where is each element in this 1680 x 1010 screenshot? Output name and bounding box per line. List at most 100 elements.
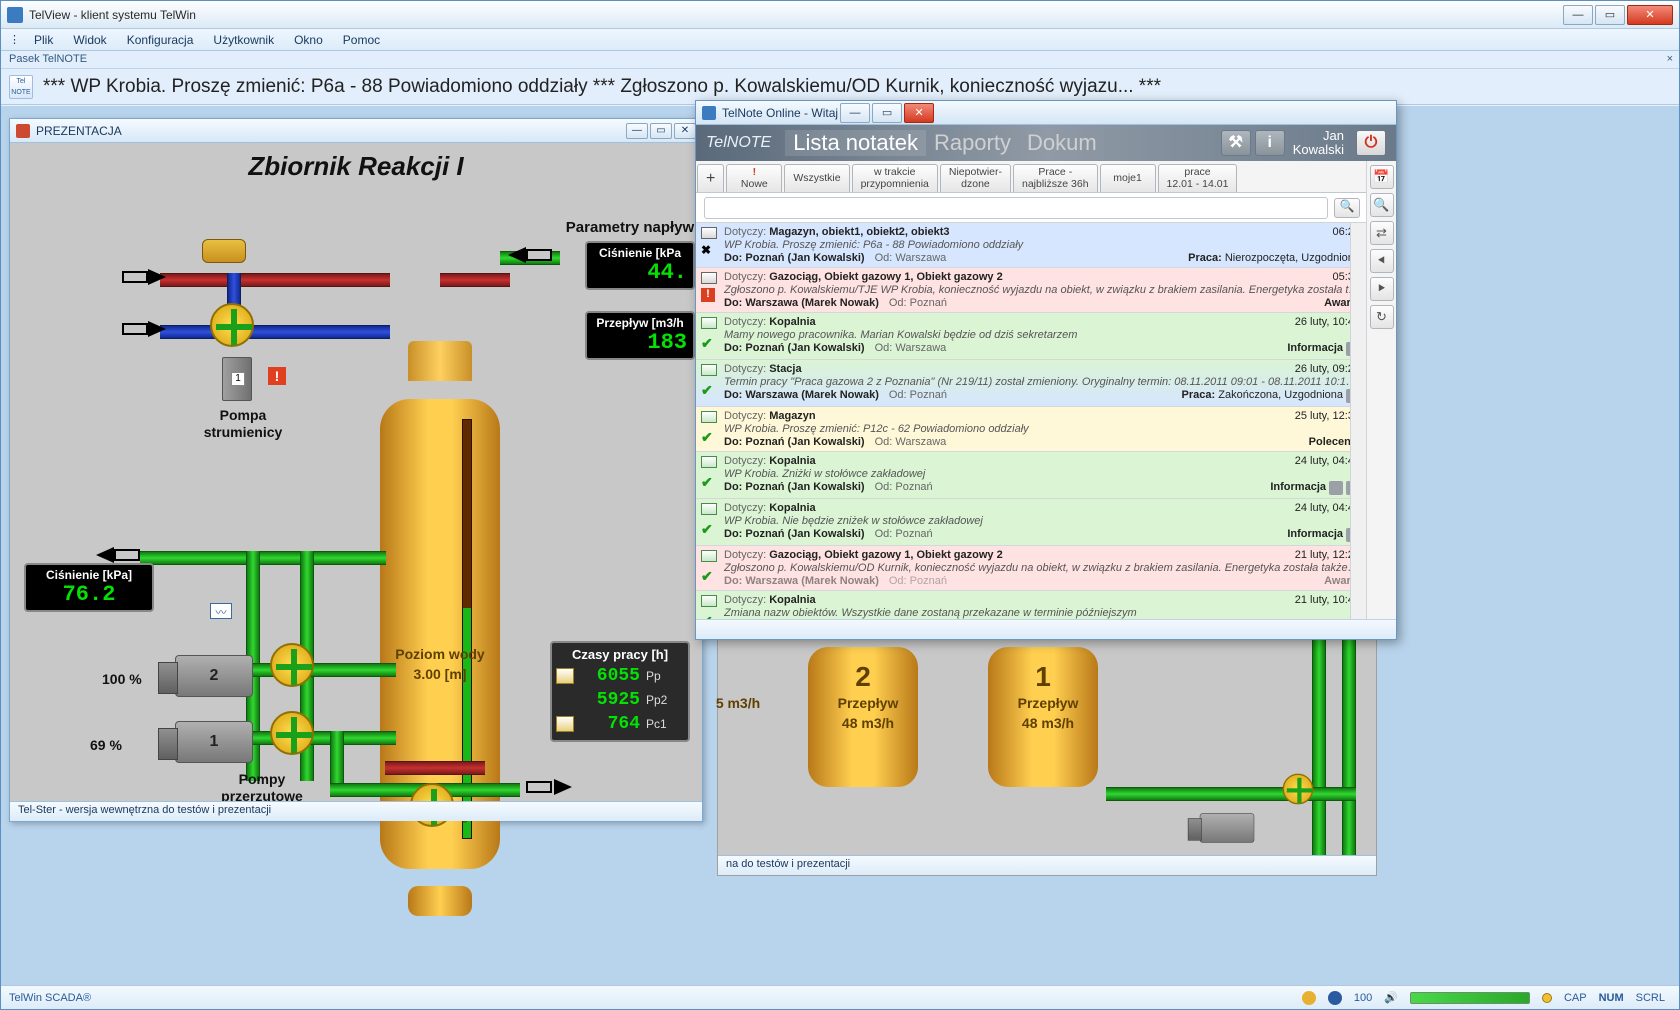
note-icon[interactable] <box>556 668 574 684</box>
menu-pomoc[interactable]: Pomoc <box>333 31 390 49</box>
valve-top[interactable] <box>210 303 254 347</box>
note-item[interactable]: !Dotyczy:Gazociąg, Obiekt gazowy 1, Obie… <box>696 268 1366 313</box>
tab-lista-notatek[interactable]: Lista notatek <box>785 130 926 156</box>
power-button[interactable]: ⏻ <box>1356 130 1386 156</box>
status-icon-2 <box>1328 991 1342 1005</box>
settings-button[interactable]: ⚒ <box>1221 130 1251 156</box>
note-item[interactable]: ✔Dotyczy:Stacja26 luty, 09:25Termin prac… <box>696 360 1366 407</box>
menu-okno[interactable]: Okno <box>284 31 333 49</box>
note-item[interactable]: ✔Dotyczy:Magazyn25 luty, 12:35WP Krobia.… <box>696 407 1366 452</box>
filter-add[interactable]: + <box>697 164 724 192</box>
search-row: 🔍 <box>696 193 1396 223</box>
note-from: Od: Warszawa <box>875 252 1189 264</box>
telnote-titlebar[interactable]: TelNote Online - Witaj — ▭ ✕ <box>696 101 1396 125</box>
side-search-icon[interactable]: 🔍 <box>1370 193 1394 217</box>
menu-uzytkownik[interactable]: Użytkownik <box>203 31 284 49</box>
tab-dokumenty[interactable]: Dokum <box>1019 130 1105 156</box>
filter-tabs: + !Nowe Wszystkie w trakcieprzypomnienia… <box>696 161 1396 193</box>
note-tag: Praca: Nierozpoczęta, Uzgodniona <box>1188 252 1360 264</box>
minimize-button[interactable]: — <box>1563 5 1593 25</box>
info-button[interactable]: i <box>1255 130 1285 156</box>
volume-bar[interactable] <box>1410 992 1530 1004</box>
scrollbar[interactable] <box>1350 223 1366 619</box>
maximize-button[interactable]: ▭ <box>1595 5 1625 25</box>
child-titlebar[interactable]: PREZENTACJA — ▭ ✕ <box>10 119 702 143</box>
menu-widok[interactable]: Widok <box>63 31 116 49</box>
titlebar[interactable]: TelView - klient systemu TelWin — ▭ ✕ <box>1 1 1679 29</box>
status-icon-1 <box>1302 991 1316 1005</box>
bg-flow-val-2: 48 m3/h <box>998 715 1098 731</box>
child-close[interactable]: ✕ <box>674 123 696 139</box>
notes-list[interactable]: ✖Dotyczy:Magazyn, obiekt1, obiekt2, obie… <box>696 223 1366 619</box>
user-label: Jan Kowalski <box>1293 129 1344 158</box>
note-prefix: Dotyczy: <box>724 594 766 606</box>
tab-raporty[interactable]: Raporty <box>926 130 1019 156</box>
note-item[interactable]: ✔Dotyczy:Gazociąg, Obiekt gazowy 1, Obie… <box>696 546 1366 591</box>
side-refresh-icon[interactable]: ↻ <box>1370 305 1394 329</box>
status-led <box>1542 993 1552 1003</box>
side-calendar-icon[interactable]: 📅 <box>1370 165 1394 189</box>
telnote-close[interactable]: ✕ <box>904 103 934 123</box>
menu-handle[interactable]: ⋮ <box>5 31 24 48</box>
filter-niepotwierdzone[interactable]: Niepotwier-dzone <box>940 164 1011 192</box>
czasy-lbl-0: Pp <box>646 669 676 683</box>
child-maximize[interactable]: ▭ <box>650 123 672 139</box>
envelope-icon <box>701 227 717 239</box>
pump-1[interactable]: 1 <box>175 721 253 763</box>
warning-icon: ! <box>268 367 286 385</box>
side-expand-icon[interactable]: ⇄ <box>1370 221 1394 245</box>
telnote-minimize[interactable]: — <box>840 103 870 123</box>
filter-wszystkie[interactable]: Wszystkie <box>784 164 849 192</box>
note-item[interactable]: ✖Dotyczy:Magazyn, obiekt1, obiekt2, obie… <box>696 223 1366 268</box>
menu-plik[interactable]: Plik <box>24 31 63 49</box>
filter-wtrakcie[interactable]: w trakcieprzypomnienia <box>852 164 938 192</box>
tank-label: Poziom wody <box>380 646 500 662</box>
search-icon[interactable]: 🔍 <box>1334 198 1360 218</box>
note-prefix: Dotyczy: <box>724 455 766 467</box>
app-icon <box>7 7 23 23</box>
toolstrip-text: Pasek TelNOTE <box>9 53 87 65</box>
filter-prace-daterange[interactable]: prace12.01 - 14.01 <box>1158 164 1238 192</box>
top-fitting <box>202 239 246 263</box>
note-subject: Gazociąg, Obiekt gazowy 1, Obiekt gazowy… <box>769 271 1332 283</box>
speaker-icon[interactable]: 🔊 <box>1384 991 1398 1004</box>
pompa-strumienicy[interactable]: 1 <box>222 357 252 401</box>
note-subject: Stacja <box>769 363 1295 375</box>
gauge-cisn-in-label: Ciśnienie [kPa <box>599 246 681 260</box>
child-minimize[interactable]: — <box>626 123 648 139</box>
envelope-icon <box>701 456 717 468</box>
mdi-area: 2 1 5 m3/h Przepływ 48 m3/h Przepływ 48 … <box>1 106 1679 985</box>
note-item[interactable]: ✔Dotyczy:Kopalnia26 luty, 10:45Mamy nowe… <box>696 313 1366 360</box>
status-num: NUM <box>1599 992 1624 1004</box>
telnote-maximize[interactable]: ▭ <box>872 103 902 123</box>
envelope-icon <box>701 411 717 423</box>
note-to: Do: Warszawa (Marek Nowak) <box>724 297 879 309</box>
bg-valve <box>1283 774 1314 805</box>
note-item[interactable]: ✔Dotyczy:Kopalnia24 luty, 04:45WP Krobia… <box>696 499 1366 546</box>
scada-canvas: Zbiornik Reakcji I Poziom wody 3.00 [m] … <box>10 143 702 821</box>
envelope-icon <box>701 317 717 329</box>
pump-2[interactable]: 2 <box>175 655 253 697</box>
search-input[interactable] <box>704 197 1328 219</box>
note-from: Od: Poznań <box>889 575 1324 587</box>
toolstrip-close-icon[interactable]: × <box>1667 53 1673 65</box>
note-from: Od: Warszawa <box>875 342 1288 356</box>
close-button[interactable]: ✕ <box>1627 5 1673 25</box>
note-item[interactable]: ✔Dotyczy:Kopalnia24 luty, 04:45WP Krobia… <box>696 452 1366 499</box>
tank-level: 3.00 [m] <box>380 666 500 682</box>
menu-konfiguracja[interactable]: Konfiguracja <box>117 31 204 49</box>
valve-mid-1[interactable] <box>270 643 314 687</box>
filter-prace[interactable]: Prace -najbliższe 36h <box>1013 164 1098 192</box>
note-icon[interactable] <box>556 716 574 732</box>
note-body: Zgłoszono p. Kowalskiemu/TJE WP Krobia, … <box>724 283 1360 297</box>
czasy-val-2: 764 <box>580 714 640 734</box>
note-body: WP Krobia. Nie będzie zniżek w stołówce … <box>724 514 1360 528</box>
side-fwd-icon[interactable]: ⯈ <box>1370 277 1394 301</box>
filter-nowe[interactable]: !Nowe <box>726 164 782 192</box>
status-scrl: SCRL <box>1636 992 1665 1004</box>
filter-moje[interactable]: moje1 <box>1100 164 1156 192</box>
telnote-icon[interactable]: Tel NOTE <box>9 75 33 99</box>
note-item[interactable]: ✔Dotyczy:Kopalnia21 luty, 10:45Zmiana na… <box>696 591 1366 619</box>
side-back-icon[interactable]: ⯇ <box>1370 249 1394 273</box>
valve-mid-2[interactable] <box>270 711 314 755</box>
